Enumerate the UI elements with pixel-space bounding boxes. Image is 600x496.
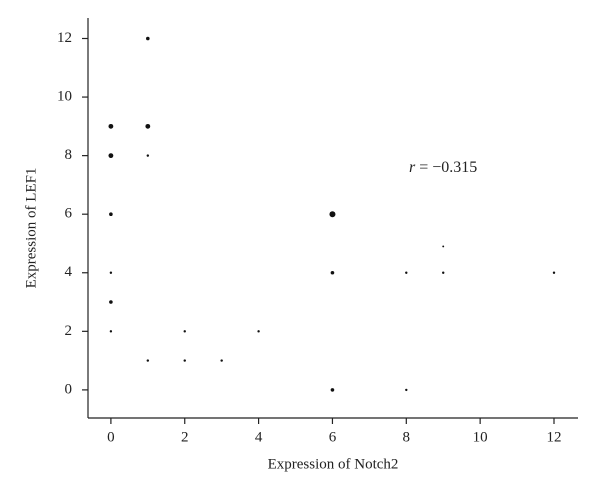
point <box>146 154 150 157</box>
x-tick-label: 6 <box>329 429 337 445</box>
point <box>442 271 445 274</box>
point <box>405 271 408 274</box>
point <box>552 271 556 274</box>
x-tick-label: 0 <box>107 429 115 445</box>
y-tick-label: 12 <box>57 30 72 46</box>
point <box>405 388 408 392</box>
point <box>220 359 223 362</box>
point <box>146 359 150 362</box>
x-tick-label: 8 <box>403 429 411 445</box>
y-tick-label: 8 <box>65 147 73 163</box>
x-axis-label: Expression of Notch2 <box>268 456 399 472</box>
point <box>146 36 150 41</box>
y-tick-label: 2 <box>65 323 73 339</box>
x-tick-label: 10 <box>473 429 488 445</box>
annotation-symbol: r <box>409 159 416 176</box>
point <box>109 212 113 216</box>
point <box>442 245 445 248</box>
point <box>329 211 336 218</box>
point <box>145 123 151 129</box>
point <box>183 330 186 333</box>
y-tick-label: 4 <box>65 264 73 280</box>
point <box>330 270 335 275</box>
point <box>257 330 260 333</box>
x-tick-label: 4 <box>255 429 263 445</box>
point <box>330 388 335 392</box>
point <box>108 153 114 159</box>
x-tick-label: 12 <box>546 429 561 445</box>
annotation-text: = −0.315 <box>419 159 477 176</box>
point <box>108 123 114 129</box>
x-tick-label: 2 <box>181 429 189 445</box>
point <box>109 300 113 304</box>
y-tick-label: 6 <box>65 206 73 222</box>
annotation: r = −0.315 <box>409 159 477 176</box>
y-tick-label: 0 <box>65 381 73 397</box>
point <box>109 330 113 333</box>
y-tick-label: 10 <box>57 89 72 105</box>
y-axis-label: Expression of LEF1 <box>23 168 39 289</box>
point <box>109 271 113 274</box>
point <box>183 359 186 362</box>
